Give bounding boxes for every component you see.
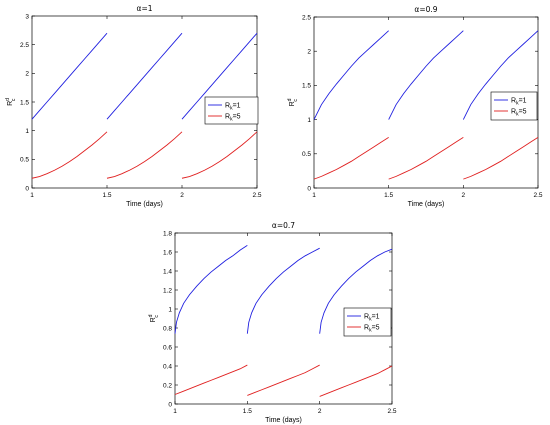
series-1-line-segment-1 xyxy=(174,244,248,334)
chart-panel-1: 1 1.5 2 2.5 0 0.5 1 1.5 2 2.5 3 α=1 Time (days) Rdc Rk… xyxy=(5,4,262,208)
series-1-line-segment-3 xyxy=(462,30,539,120)
y-tick-label: 2 xyxy=(307,49,311,56)
legend: Rk=1 Rk=5 xyxy=(490,91,538,121)
plot-frame xyxy=(313,16,539,189)
legend-entry-1: Rk=1 xyxy=(225,103,241,112)
series-2-line-segment-1 xyxy=(174,364,248,395)
x-tick-label: 2 xyxy=(318,408,322,415)
chart-title: α=1 xyxy=(137,4,153,13)
series-2-line-segment-2 xyxy=(388,137,464,180)
y-tick-label: 2 xyxy=(25,71,29,78)
y-tick-label: 3 xyxy=(25,13,29,20)
x-tick-label: 2 xyxy=(462,192,466,199)
y-tick-label: 1 xyxy=(25,128,29,135)
chart-panel-3: 1 1.5 2 2.5 0 0.2 0.4 0.6 0.8 1 1.2 1.4 1.6 1.8 α=0.7 T… xyxy=(148,221,397,424)
series-1-line-segment-2 xyxy=(388,30,464,120)
y-tick-label: 0 xyxy=(25,185,29,192)
chart-title: α=0.9 xyxy=(414,5,437,14)
legend: Rk=1 Rk=5 xyxy=(204,96,259,125)
series-2-line-segment-3 xyxy=(463,137,539,180)
y-tick-label: 1.4 xyxy=(163,268,172,275)
y-tick-label: 0.4 xyxy=(163,363,172,370)
y-tick-label: 0.5 xyxy=(20,157,29,164)
y-tick-label: 1.5 xyxy=(302,83,311,90)
series-1-line-segment-2 xyxy=(246,247,320,334)
y-tick-label: 1.5 xyxy=(20,99,29,106)
x-tick-label: 1.5 xyxy=(384,192,393,199)
series-1-line-segment-3 xyxy=(319,248,393,334)
chart-panel-2: 1 1.5 2 2.5 0 0.5 1 1.5 2 2.5 α=0.9 Time (days) Rdc R… xyxy=(287,5,543,208)
x-tick-label: 2.5 xyxy=(387,408,396,415)
y-tick-label: 2.5 xyxy=(302,14,311,21)
series-1-line-segment-1 xyxy=(31,32,108,120)
series-2-line-segment-2 xyxy=(106,131,183,179)
legend-entry-1: Rk=1 xyxy=(511,98,527,107)
legend-entry-2: Rk=5 xyxy=(225,114,241,123)
x-tick-label: 2.5 xyxy=(252,192,261,199)
x-axis-label: Time (days) xyxy=(265,417,302,424)
series-2-line-segment-1 xyxy=(31,131,108,179)
y-tick-label: 0.2 xyxy=(163,382,172,389)
plot-frame xyxy=(174,232,393,405)
series-1-line-segment-3 xyxy=(181,32,258,120)
y-tick-label: 0 xyxy=(168,401,172,408)
y-axis-label: Rdc xyxy=(148,314,160,322)
x-tick-label: 2.5 xyxy=(533,192,542,199)
legend-entry-2: Rk=5 xyxy=(364,325,380,334)
y-tick-label: 1 xyxy=(168,306,172,313)
y-tick-label: 1.8 xyxy=(163,230,172,237)
legend: Rk=1 Rk=5 xyxy=(343,307,392,337)
x-tick-label: 1 xyxy=(173,408,177,415)
series-1-line-segment-1 xyxy=(313,30,389,120)
y-axis-label: Rdc xyxy=(287,98,299,106)
x-axis-label: Time (days) xyxy=(408,201,445,208)
legend-box xyxy=(490,91,538,121)
legend-box xyxy=(343,307,392,337)
series-2-line-segment-1 xyxy=(313,137,389,180)
series-1-line-segment-2 xyxy=(106,32,183,120)
series-2-line-segment-3 xyxy=(319,365,393,397)
x-tick-label: 2 xyxy=(180,192,184,199)
series-2-line-segment-3 xyxy=(181,131,258,179)
legend-box xyxy=(204,96,259,125)
x-tick-label: 1.5 xyxy=(102,192,111,199)
y-tick-label: 1 xyxy=(307,117,311,124)
x-tick-label: 1 xyxy=(30,192,34,199)
y-tick-label: 0.6 xyxy=(163,344,172,351)
y-tick-label: 0.5 xyxy=(302,151,311,158)
y-tick-label: 2.5 xyxy=(20,42,29,49)
x-tick-label: 1 xyxy=(312,192,316,199)
legend-entry-2: Rk=5 xyxy=(511,109,527,118)
y-axis-label: Rdc xyxy=(5,98,17,106)
y-tick-label: 1.6 xyxy=(163,249,172,256)
x-tick-label: 1.5 xyxy=(243,408,252,415)
series-2-line-segment-2 xyxy=(247,364,320,396)
chart-title: α=0.7 xyxy=(272,221,295,230)
y-tick-label: 0 xyxy=(307,185,311,192)
x-axis-label: Time (days) xyxy=(126,201,163,208)
y-tick-label: 0.8 xyxy=(163,325,172,332)
legend-entry-1: Rk=1 xyxy=(364,314,380,323)
y-tick-label: 1.2 xyxy=(163,287,172,294)
